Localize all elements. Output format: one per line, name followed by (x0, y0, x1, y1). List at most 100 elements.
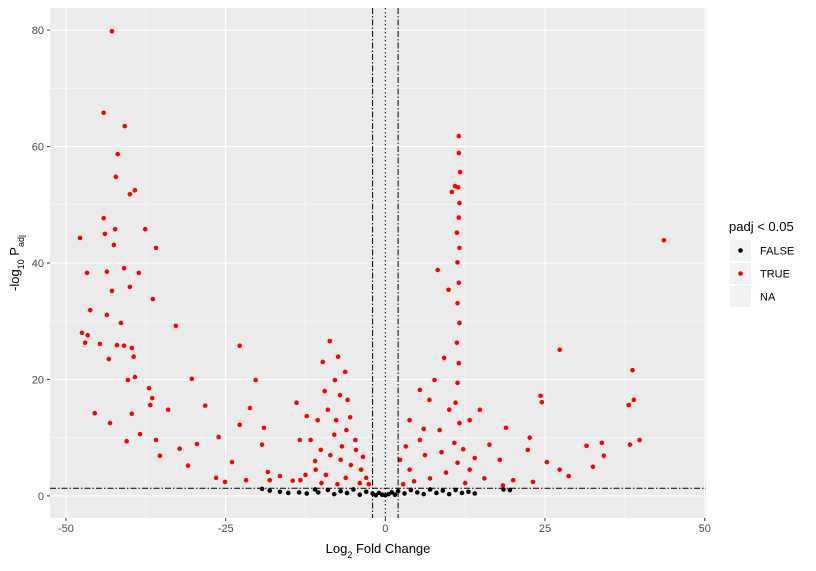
point (443, 470, 449, 475)
point (153, 245, 159, 251)
point (456, 150, 462, 156)
point (259, 486, 265, 492)
point (457, 169, 463, 175)
point (146, 385, 152, 391)
point (626, 402, 632, 408)
point (411, 479, 417, 484)
point (131, 354, 136, 360)
point (397, 457, 403, 463)
point (360, 454, 366, 460)
y-tick-label: 20 (32, 374, 44, 386)
point (267, 477, 273, 483)
point (129, 345, 135, 351)
point (115, 151, 121, 157)
point (77, 235, 83, 241)
point (157, 453, 163, 459)
point (335, 354, 341, 360)
point (319, 480, 324, 486)
point (347, 414, 353, 420)
point (472, 455, 478, 461)
point (467, 417, 472, 423)
point (104, 312, 110, 318)
point (449, 189, 455, 195)
point (331, 432, 337, 438)
point (392, 492, 398, 498)
point (153, 437, 159, 443)
point (136, 270, 142, 276)
point (456, 360, 462, 366)
point (457, 245, 462, 251)
point (92, 410, 98, 416)
point (202, 403, 208, 408)
point (125, 377, 131, 383)
point (122, 123, 128, 129)
x-axis-title-part: Fold Change (352, 541, 430, 556)
point (357, 480, 363, 486)
point (243, 477, 249, 483)
point (261, 425, 267, 431)
point (348, 462, 354, 468)
point (118, 320, 124, 326)
point (343, 475, 349, 481)
point (455, 300, 460, 306)
x-axis-title-part: Log (326, 541, 348, 556)
point (454, 230, 460, 236)
point (150, 296, 156, 302)
point (482, 476, 487, 481)
y-axis-title-part: P (7, 247, 22, 259)
point (253, 377, 258, 383)
point (142, 226, 148, 232)
point (338, 488, 343, 494)
x-tick-label: 0 (382, 523, 388, 535)
point (539, 399, 545, 405)
point (408, 487, 414, 493)
y-tick-label: 60 (32, 142, 44, 154)
x-tick-label: -50 (58, 523, 74, 535)
point (497, 457, 502, 463)
point (457, 200, 462, 206)
point (323, 472, 329, 478)
point (456, 133, 462, 139)
point (456, 280, 462, 286)
legend-marker (738, 248, 743, 253)
point (229, 459, 235, 465)
point (101, 110, 106, 116)
point (446, 287, 451, 293)
point (446, 407, 452, 413)
point (452, 183, 458, 189)
x-axis-title: Log2 Fold Change (326, 541, 431, 560)
point (427, 397, 432, 403)
point (630, 367, 635, 373)
point (432, 377, 437, 383)
point (507, 487, 513, 493)
point (308, 437, 313, 443)
point (455, 260, 460, 265)
y-axis-title-part: adj (16, 235, 26, 247)
point (165, 407, 171, 413)
point (345, 397, 350, 403)
point (353, 447, 359, 453)
point (82, 340, 88, 346)
point (389, 490, 395, 495)
point (422, 452, 428, 458)
point (421, 426, 426, 432)
point (342, 369, 348, 375)
point (457, 320, 462, 326)
point (277, 489, 283, 495)
point (129, 411, 135, 417)
point (303, 472, 308, 478)
point (453, 487, 458, 493)
point (132, 374, 138, 380)
point (590, 464, 596, 470)
point (472, 491, 478, 496)
y-axis-title: -log10 Padj (7, 235, 26, 291)
x-tick-label: 25 (539, 523, 551, 535)
point (327, 338, 333, 344)
point (294, 400, 299, 406)
point (149, 395, 155, 401)
point (127, 192, 133, 197)
x-tick-label: -25 (218, 523, 234, 535)
point (177, 446, 182, 452)
point (315, 417, 320, 423)
